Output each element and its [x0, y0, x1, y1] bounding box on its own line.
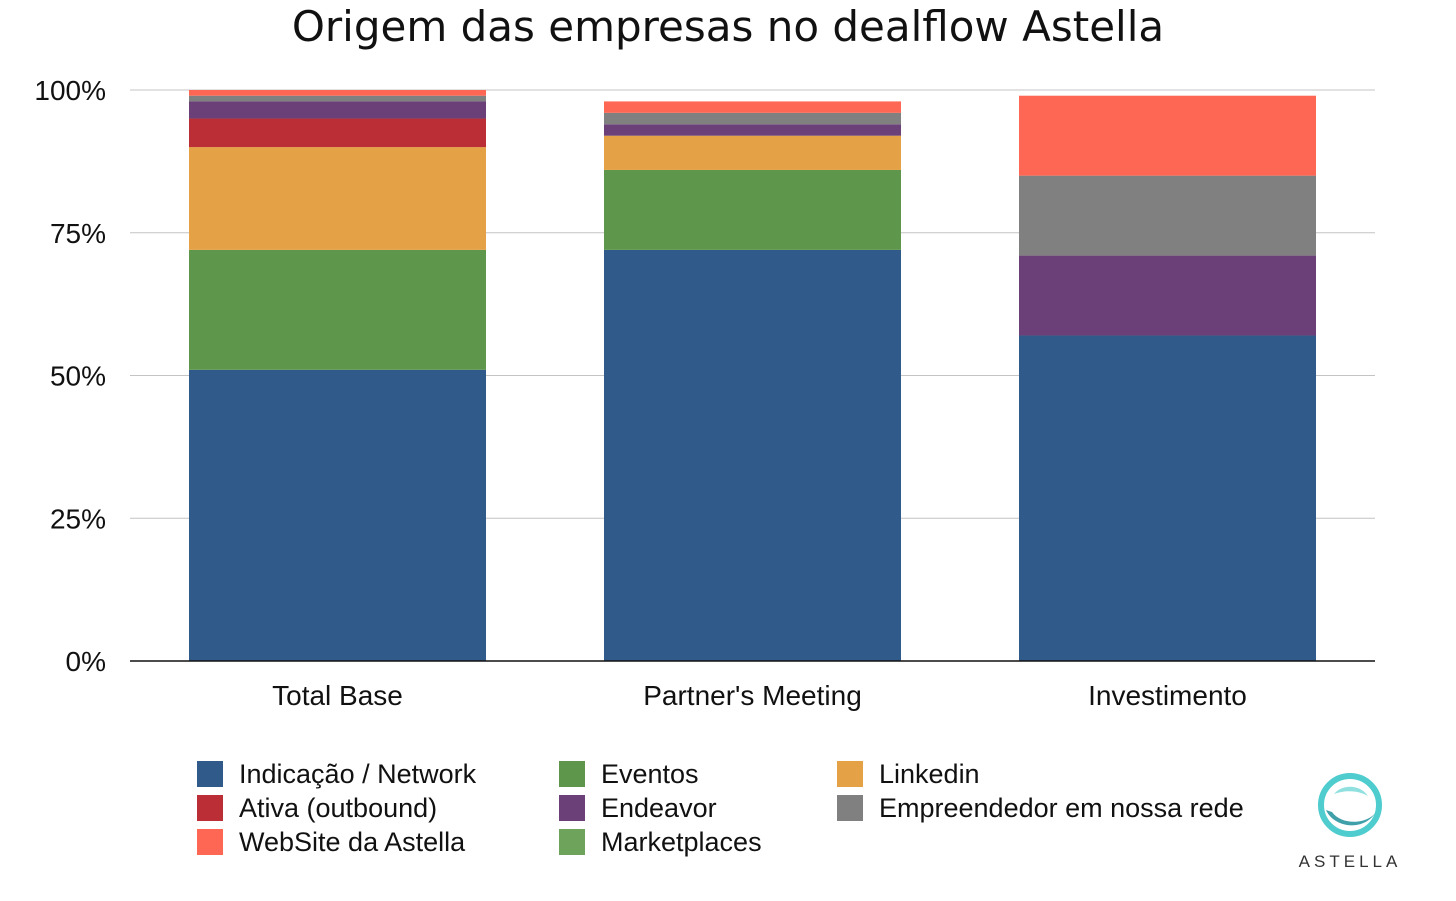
bar-empreendedor-em-nossa-rede-investimento: [1019, 175, 1316, 256]
bar-website-da-astella-total-base: [189, 90, 486, 96]
y-tick-label: 75%: [50, 218, 106, 249]
y-tick-label: 25%: [50, 503, 106, 534]
bar-empreendedor-em-nossa-rede-partner-s-meeting: [604, 112, 901, 125]
legend-label: WebSite da Astella: [239, 826, 466, 857]
bar-endeavor-partner-s-meeting: [604, 124, 901, 136]
legend-item-empreendedor-em-nossa-rede: Empreendedor em nossa rede: [837, 793, 1244, 823]
y-tick-label: 100%: [34, 75, 106, 106]
x-tick-label: Total Base: [272, 680, 403, 711]
bar-eventos-total-base: [189, 249, 486, 370]
legend-swatch: [837, 795, 863, 821]
legend-label: Indicação / Network: [239, 758, 477, 789]
bar-endeavor-investimento: [1019, 255, 1316, 336]
legend-swatch: [197, 761, 223, 787]
bar-endeavor-total-base: [189, 101, 486, 119]
bar-indicacao-network-partner-s-meeting: [604, 249, 901, 661]
bar-linkedin-total-base: [189, 147, 486, 250]
legend-label: Empreendedor em nossa rede: [879, 792, 1244, 823]
bars: [189, 90, 1316, 661]
legend-item-marketplaces: Marketplaces: [559, 827, 762, 857]
bar-website-da-astella-investimento: [1019, 95, 1316, 176]
bar-empreendedor-em-nossa-rede-total-base: [189, 95, 486, 102]
legend-swatch: [837, 761, 863, 787]
astella-logo-icon: [1318, 773, 1382, 837]
legend-label: Eventos: [601, 758, 699, 789]
bar-eventos-partner-s-meeting: [604, 169, 901, 250]
legend-item-endeavor: Endeavor: [559, 793, 717, 823]
legend-label: Endeavor: [601, 792, 717, 823]
legend-swatch: [559, 761, 585, 787]
legend-item-website-da-astella: WebSite da Astella: [197, 827, 465, 857]
legend-swatch: [197, 795, 223, 821]
legend-label: Linkedin: [879, 758, 980, 789]
legend-swatch: [559, 829, 585, 855]
x-tick-label: Partner's Meeting: [643, 680, 862, 711]
legend-label: Marketplaces: [601, 826, 762, 857]
legend-label: Ativa (outbound): [239, 792, 438, 823]
bar-indicacao-network-investimento: [1019, 335, 1316, 661]
legend-item-eventos: Eventos: [559, 759, 699, 789]
legend-item-indicacao-network: Indicação / Network: [197, 759, 476, 789]
logo-text: ASTELLA: [1298, 852, 1402, 871]
y-tick-label: 0%: [66, 646, 106, 677]
legend-swatch: [559, 795, 585, 821]
y-tick-label: 50%: [50, 361, 106, 392]
astella-logo: ASTELLA: [1290, 770, 1410, 880]
bar-indicacao-network-total-base: [189, 369, 486, 661]
bar-linkedin-partner-s-meeting: [604, 135, 901, 170]
legend-item-ativa-outbound: Ativa (outbound): [197, 793, 437, 823]
legend-item-linkedin: Linkedin: [837, 759, 980, 789]
bar-ativa-outbound-total-base: [189, 118, 486, 148]
x-tick-label: Investimento: [1088, 680, 1247, 711]
legend: Indicação / Network Eventos Linkedin Ati…: [197, 757, 1297, 867]
bar-website-da-astella-partner-s-meeting: [604, 101, 901, 113]
legend-swatch: [197, 829, 223, 855]
chart-title: Origem das empresas no dealflow Astella: [291, 2, 1165, 51]
axes: 0% 25% 50% 75% 100% Total Base Partner's Meeti…: [34, 75, 1375, 711]
